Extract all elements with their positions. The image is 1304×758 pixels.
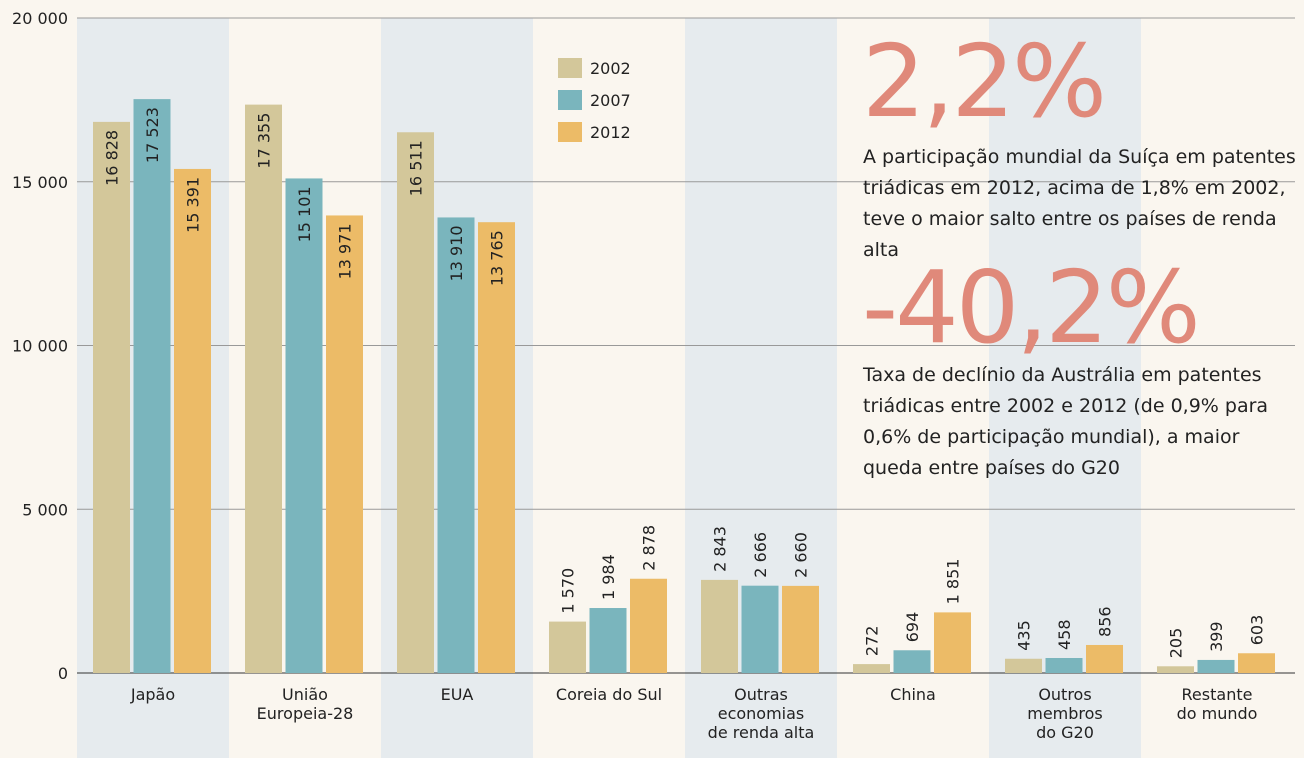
value-label: 2 660 bbox=[792, 532, 811, 578]
band bbox=[989, 18, 1141, 758]
value-label: 16 511 bbox=[407, 140, 426, 196]
bar bbox=[326, 215, 363, 673]
x-tick-label: China bbox=[890, 685, 936, 704]
value-label: 603 bbox=[1248, 615, 1267, 646]
bar bbox=[630, 578, 667, 673]
annotation: A participação mundial da Suíça em paten… bbox=[863, 146, 1296, 261]
bar bbox=[934, 612, 971, 673]
bar bbox=[549, 621, 586, 673]
value-label: 435 bbox=[1015, 620, 1034, 651]
value-label: 13 910 bbox=[447, 225, 466, 281]
value-label: 856 bbox=[1096, 606, 1115, 637]
value-label: 13 971 bbox=[336, 223, 355, 279]
y-tick-label: 15 000 bbox=[12, 173, 68, 192]
value-label: 2 878 bbox=[640, 525, 659, 571]
bar bbox=[397, 132, 434, 673]
value-label: 1 851 bbox=[944, 559, 963, 605]
x-tick-label: Outros membros do G20 bbox=[1027, 685, 1103, 742]
y-tick-label: 5 000 bbox=[22, 500, 68, 519]
bar bbox=[133, 99, 171, 673]
bar bbox=[701, 579, 738, 673]
bar bbox=[245, 104, 282, 673]
annotation: Taxa de declínio da Austrália em patente… bbox=[863, 364, 1269, 479]
y-tick-label: 10 000 bbox=[12, 337, 68, 356]
x-tick-label: Outras economias de renda alta bbox=[708, 685, 815, 742]
legend-swatch bbox=[558, 90, 582, 110]
bar bbox=[1045, 658, 1083, 673]
value-label: 272 bbox=[863, 626, 882, 657]
value-label: 1 984 bbox=[599, 554, 618, 600]
value-label: 15 391 bbox=[184, 177, 203, 233]
legend-swatch bbox=[558, 122, 582, 142]
value-label: 205 bbox=[1167, 628, 1186, 659]
headline: -40,2% bbox=[862, 249, 1201, 366]
bar bbox=[1005, 658, 1042, 673]
x-tick-label: EUA bbox=[441, 685, 474, 704]
bar bbox=[741, 585, 779, 673]
headline: 2,2% bbox=[862, 23, 1107, 140]
legend-label: 2007 bbox=[590, 91, 631, 110]
bar bbox=[285, 178, 323, 673]
x-tick-label: União Europeia-28 bbox=[257, 685, 354, 723]
legend-label: 2002 bbox=[590, 59, 631, 78]
bar bbox=[893, 650, 931, 673]
bar bbox=[1157, 666, 1194, 673]
value-label: 17 523 bbox=[143, 107, 162, 163]
bar bbox=[589, 608, 627, 673]
x-tick-label: Restante do mundo bbox=[1177, 685, 1258, 723]
value-label: 17 355 bbox=[255, 113, 274, 169]
bar bbox=[174, 168, 211, 673]
x-tick-label: Coreia do Sul bbox=[556, 685, 662, 704]
bar bbox=[478, 222, 515, 674]
value-label: 13 765 bbox=[488, 230, 507, 286]
legend-swatch bbox=[558, 58, 582, 78]
y-tick-label: 20 000 bbox=[12, 9, 68, 28]
value-label: 2 843 bbox=[711, 526, 730, 572]
value-label: 399 bbox=[1207, 621, 1226, 652]
x-tick-label: Japão bbox=[130, 685, 175, 704]
bar bbox=[1197, 659, 1235, 673]
value-label: 2 666 bbox=[751, 532, 770, 578]
value-label: 1 570 bbox=[559, 568, 578, 614]
bar bbox=[782, 585, 819, 673]
bar bbox=[853, 664, 890, 673]
value-label: 15 101 bbox=[295, 186, 314, 242]
legend-label: 2012 bbox=[590, 123, 631, 142]
bar bbox=[1238, 653, 1275, 673]
value-label: 694 bbox=[903, 612, 922, 643]
value-label: 458 bbox=[1055, 619, 1074, 650]
value-label: 16 828 bbox=[103, 130, 122, 186]
bar bbox=[437, 217, 475, 673]
y-tick-label: 0 bbox=[58, 664, 68, 683]
bar bbox=[93, 121, 130, 674]
bar bbox=[1086, 644, 1123, 673]
